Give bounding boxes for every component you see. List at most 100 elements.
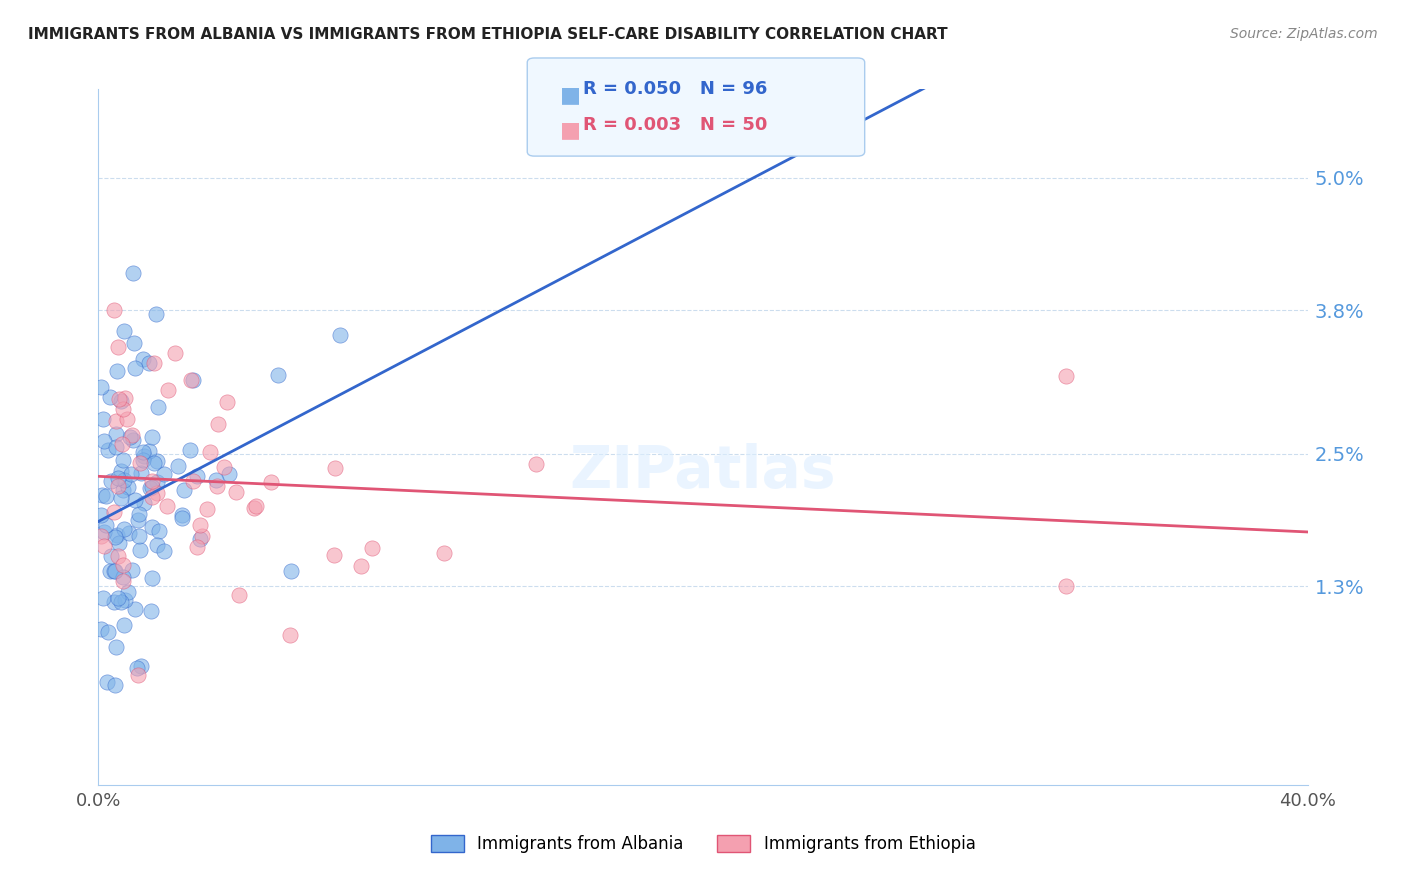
Ethiopia bbox=[156, 499, 179, 513]
Albania bbox=[98, 390, 121, 404]
Albania bbox=[107, 591, 129, 605]
Albania bbox=[98, 565, 121, 579]
Albania bbox=[129, 658, 152, 673]
Ethiopia bbox=[103, 303, 125, 318]
Albania bbox=[139, 604, 162, 618]
Albania bbox=[132, 351, 155, 366]
Albania bbox=[172, 508, 194, 522]
Ethiopia bbox=[111, 574, 134, 588]
Albania bbox=[173, 483, 195, 498]
Albania bbox=[90, 508, 112, 522]
Ethiopia bbox=[90, 529, 112, 543]
Albania bbox=[100, 549, 122, 564]
Albania bbox=[124, 360, 146, 375]
Ethiopia bbox=[190, 517, 212, 532]
Legend: Immigrants from Albania, Immigrants from Ethiopia: Immigrants from Albania, Immigrants from… bbox=[423, 829, 983, 860]
Albania bbox=[146, 475, 169, 490]
Ethiopia bbox=[205, 478, 228, 492]
Ethiopia bbox=[127, 667, 149, 681]
Ethiopia bbox=[103, 505, 125, 519]
Ethiopia bbox=[245, 499, 267, 513]
Ethiopia bbox=[163, 346, 186, 360]
Albania bbox=[110, 594, 132, 608]
Albania bbox=[96, 517, 118, 532]
Albania bbox=[118, 430, 141, 444]
Ethiopia bbox=[111, 437, 134, 451]
Ethiopia bbox=[146, 486, 169, 500]
Ethiopia bbox=[141, 490, 163, 504]
Albania bbox=[152, 544, 174, 558]
Ethiopia bbox=[181, 474, 204, 488]
Albania bbox=[91, 488, 114, 502]
Ethiopia bbox=[107, 340, 129, 354]
Albania bbox=[145, 307, 167, 321]
Ethiopia bbox=[1054, 369, 1077, 384]
Ethiopia bbox=[322, 548, 344, 562]
Ethiopia bbox=[259, 475, 281, 489]
Albania bbox=[104, 530, 127, 544]
Ethiopia bbox=[141, 474, 163, 488]
Albania bbox=[97, 624, 120, 639]
Albania bbox=[100, 475, 122, 489]
Text: ZIPatlas: ZIPatlas bbox=[569, 443, 837, 500]
Albania bbox=[142, 456, 165, 470]
Albania bbox=[90, 379, 112, 393]
Ethiopia bbox=[93, 539, 115, 553]
Albania bbox=[139, 481, 162, 495]
Albania bbox=[110, 393, 132, 408]
Albania bbox=[179, 443, 201, 458]
Albania bbox=[127, 513, 149, 527]
Albania bbox=[112, 522, 135, 536]
Albania bbox=[122, 335, 145, 350]
Albania bbox=[107, 471, 129, 485]
Albania bbox=[104, 678, 127, 692]
Albania bbox=[110, 491, 132, 506]
Albania bbox=[141, 572, 163, 586]
Ethiopia bbox=[323, 460, 346, 475]
Albania bbox=[112, 324, 135, 338]
Albania bbox=[138, 443, 160, 458]
Albania bbox=[131, 466, 153, 480]
Albania bbox=[104, 426, 127, 441]
Albania bbox=[117, 584, 139, 599]
Ethiopia bbox=[121, 428, 143, 442]
Albania bbox=[104, 564, 127, 578]
Albania bbox=[141, 430, 163, 444]
Albania bbox=[105, 640, 128, 655]
Ethiopia bbox=[128, 456, 150, 470]
Ethiopia bbox=[107, 479, 129, 493]
Text: R = 0.003   N = 50: R = 0.003 N = 50 bbox=[583, 116, 768, 134]
Ethiopia bbox=[112, 401, 135, 416]
Albania bbox=[96, 675, 118, 690]
Ethiopia bbox=[524, 457, 547, 471]
Ethiopia bbox=[142, 356, 165, 370]
Ethiopia bbox=[215, 395, 238, 409]
Albania bbox=[170, 511, 193, 525]
Albania bbox=[132, 453, 155, 467]
Albania bbox=[266, 368, 288, 382]
Ethiopia bbox=[114, 391, 136, 405]
Ethiopia bbox=[207, 417, 229, 432]
Ethiopia bbox=[361, 541, 384, 555]
Albania bbox=[145, 538, 167, 552]
Albania bbox=[110, 464, 132, 478]
Albania bbox=[141, 520, 163, 534]
Albania bbox=[118, 525, 141, 540]
Albania bbox=[90, 622, 112, 636]
Albania bbox=[107, 528, 129, 542]
Ethiopia bbox=[280, 627, 302, 641]
Albania bbox=[166, 458, 188, 473]
Albania bbox=[132, 450, 155, 464]
Albania bbox=[132, 444, 155, 458]
Albania bbox=[188, 532, 211, 546]
Albania bbox=[103, 595, 125, 609]
Albania bbox=[114, 593, 136, 607]
Albania bbox=[112, 483, 135, 497]
Text: ■: ■ bbox=[560, 85, 581, 104]
Albania bbox=[121, 266, 143, 280]
Text: R = 0.050   N = 96: R = 0.050 N = 96 bbox=[583, 80, 768, 98]
Ethiopia bbox=[117, 412, 139, 426]
Albania bbox=[132, 496, 155, 510]
Ethiopia bbox=[186, 540, 208, 554]
Albania bbox=[112, 473, 135, 487]
